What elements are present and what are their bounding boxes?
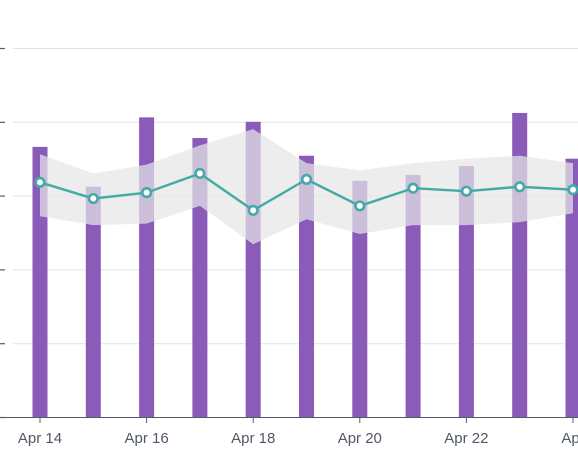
bar-2 xyxy=(139,117,155,417)
line-point-2 xyxy=(141,187,153,199)
x-tick-label-2: Apr 18 xyxy=(231,430,275,447)
line-point-6 xyxy=(354,200,366,212)
line-point-9 xyxy=(514,181,526,193)
x-tick-label-3: Apr 20 xyxy=(338,430,382,447)
bar-10 xyxy=(565,158,578,417)
x-tick-label-5: Apr xyxy=(561,430,578,447)
bar-7 xyxy=(405,174,421,417)
bar-6 xyxy=(352,180,368,417)
x-tick-label-0: Apr 14 xyxy=(18,430,62,447)
x-tick-label-1: Apr 16 xyxy=(124,430,168,447)
line-point-5 xyxy=(300,173,313,185)
bar-5 xyxy=(299,155,314,418)
confidence-band xyxy=(40,129,573,245)
line-point-1 xyxy=(87,192,99,205)
x-tick-label-4: Apr 22 xyxy=(444,430,488,447)
bar-8 xyxy=(458,166,474,417)
line-point-3 xyxy=(194,167,206,180)
line-point-10 xyxy=(567,184,578,196)
line-point-7 xyxy=(407,182,419,194)
line-point-8 xyxy=(460,185,473,197)
bar-1 xyxy=(85,186,101,417)
line-point-0 xyxy=(34,176,46,188)
line-point-4 xyxy=(247,204,259,216)
